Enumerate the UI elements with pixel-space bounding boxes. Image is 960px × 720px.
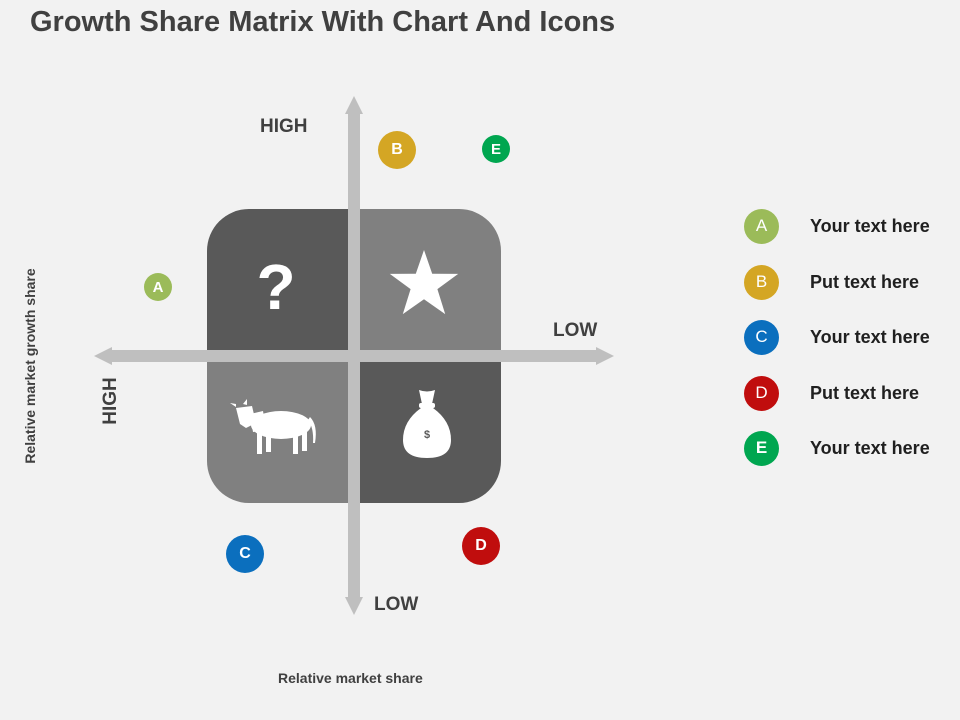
cow-icon [230,399,316,454]
legend-item-a: A Your text here [744,208,930,244]
page-title: Growth Share Matrix With Chart And Icons [30,6,616,38]
y-axis-low-label: LOW [374,594,419,615]
arrow-down-head [345,597,363,615]
badge-e: E [482,135,510,163]
legend-item-d: D Put text here [744,375,919,411]
star-icon [389,250,459,315]
x-axis-title: Relative market share [278,670,423,686]
money-bag-icon [403,390,451,458]
legend-text-c: Your text here [810,326,930,347]
legend-circle-a: A [744,208,779,244]
x-axis-high-label: HIGH [100,377,121,425]
y-axis-high-label: HIGH [260,116,308,137]
badge-a: A [144,273,172,301]
legend-item-e: E Your text here [744,430,930,466]
legend-circle-b: B [744,264,779,300]
question-mark-icon: ? [256,251,295,323]
badge-d: D [462,527,500,565]
legend-text-d: Put text here [810,382,920,403]
arrow-left-head [94,347,112,365]
legend-circle-d: D [744,375,779,411]
quadrant-question [207,209,348,350]
legend-text-a: Your text here [810,215,930,236]
arrow-up-head [345,96,363,114]
legend-text-b: Put text here [810,271,920,292]
x-axis-low-label-right: LOW [553,320,598,341]
legend-circle-e: E [744,430,779,466]
badge-b: B [378,131,416,169]
arrow-right-head [596,347,614,365]
legend-text-e: Your text here [810,437,930,458]
legend-item-c: C Your text here [744,319,930,355]
horizontal-arrow-shaft [110,350,600,362]
legend-item-b: B Put text here [744,264,919,300]
legend-circle-c: C [744,319,779,355]
badge-c: C [226,535,264,573]
y-axis-title: Relative market growth share [22,268,38,464]
money-bag-dollar-sign: $ [424,429,430,441]
